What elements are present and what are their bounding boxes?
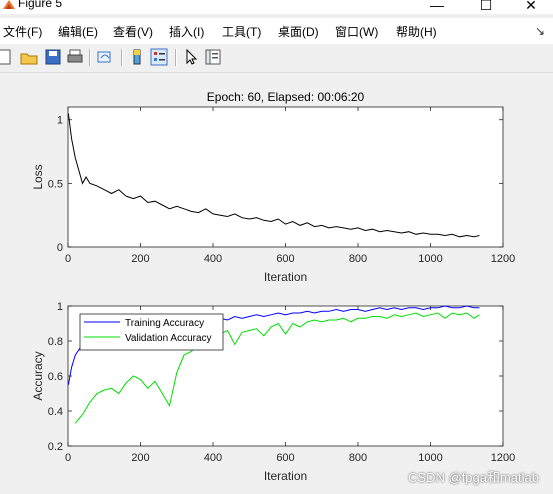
menu-edit[interactable]: 编辑(E): [58, 25, 98, 39]
chart2-series-line-2: [74, 312, 480, 424]
chart1-x-tick-label: 0: [65, 253, 71, 265]
save-icon[interactable]: [44, 48, 62, 66]
chart1-x-tick-label: 200: [131, 253, 149, 265]
chart2-x-axis-label: Iteration: [264, 469, 307, 483]
maximize-button[interactable]: ☐: [479, 0, 493, 13]
figure-toolbar: [0, 44, 553, 73]
chart1-y-axis-label: Loss: [31, 164, 45, 189]
menu-file[interactable]: 文件(F): [3, 25, 43, 39]
dock-arrow-icon[interactable]: ↘: [534, 24, 545, 38]
chart2-y-tick-label: 0.6: [48, 371, 63, 383]
chart2-y-tick-label: 0.8: [48, 336, 63, 348]
chart1-series-line-1: [67, 113, 480, 238]
chart1-x-axis-label: Iteration: [264, 270, 307, 284]
insert-legend-icon[interactable]: [150, 48, 168, 66]
new-figure-icon[interactable]: [0, 48, 14, 66]
chart1-x-tick-label: 1000: [418, 253, 442, 265]
chart2-x-tick-label: 200: [131, 452, 149, 464]
menu-desktop[interactable]: 桌面(D): [278, 25, 319, 39]
menu-bar: 文件(F) 编辑(E) 查看(V) 插入(I) 工具(T) 桌面(D) 窗口(W…: [0, 18, 553, 44]
chart1-x-tick-label: 800: [349, 253, 367, 265]
toolbar-separator: [121, 49, 123, 66]
chart1-x-tick-label: 400: [204, 253, 222, 265]
print-icon[interactable]: [66, 48, 84, 66]
chart2-x-tick-label: 400: [204, 452, 222, 464]
link-plot-icon[interactable]: [96, 48, 114, 66]
toolbar-separator: [175, 49, 177, 66]
chart1-x-tick-label: 600: [276, 253, 294, 265]
chart2-y-tick-label: 0.2: [48, 441, 63, 453]
close-button[interactable]: ✕: [525, 0, 537, 13]
menu-window[interactable]: 窗口(W): [335, 25, 379, 39]
figure-canvas: Epoch: 60, Elapsed: 00:06:20 0 200 400 600 80…: [31, 90, 515, 483]
chart2-x-tick-label: 1000: [418, 452, 442, 464]
chart2-x-tick-label: 800: [349, 452, 367, 464]
watermark: CSDN @fpga和matlab: [408, 470, 539, 485]
chart2-legend-box: [79, 313, 224, 351]
menu-help[interactable]: 帮助(H): [396, 25, 437, 39]
chart2-x-tick-label: 600: [276, 452, 294, 464]
toolbar-separator: [89, 49, 91, 66]
chart2-legend-label-1: Training Accuracy: [125, 318, 204, 329]
chart2-x-tick-label: 1200: [491, 452, 515, 464]
minimize-button[interactable]: —: [430, 0, 444, 13]
chart1-y-tick-label: 0: [57, 242, 63, 254]
chart1-y-tick-label: 0.5: [48, 178, 63, 190]
open-file-icon[interactable]: [20, 48, 38, 66]
pointer-icon[interactable]: [182, 48, 200, 66]
matlab-figure-icon: [3, 0, 15, 9]
chart1-plot-area: [67, 106, 504, 248]
chart1-x-tick-label: 1200: [491, 253, 515, 265]
chart2-x-tick-label: 0: [65, 452, 71, 464]
figure-area: Epoch: 60, Elapsed: 00:06:20 0 200 400 600 80…: [0, 73, 553, 494]
chart2-y-tick-label: 1: [57, 301, 63, 313]
property-inspector-icon[interactable]: [204, 48, 222, 66]
window-title: Figure 5: [18, 0, 63, 10]
menu-view[interactable]: 查看(V): [113, 25, 153, 39]
chart2-y-axis-label: Accuracy: [31, 351, 45, 400]
chart2-legend-label-2: Validation Accuracy: [125, 333, 212, 344]
title-bar: Figure 5 — ☐ ✕: [0, 0, 553, 14]
chart1-title: Epoch: 60, Elapsed: 00:06:20: [207, 90, 365, 104]
chart2-y-tick-label: 0.4: [48, 406, 63, 418]
menu-tools[interactable]: 工具(T): [222, 25, 262, 39]
insert-colorbar-icon[interactable]: [128, 48, 146, 66]
chart1-y-tick-label: 1: [57, 115, 63, 127]
menu-insert[interactable]: 插入(I): [169, 25, 205, 39]
